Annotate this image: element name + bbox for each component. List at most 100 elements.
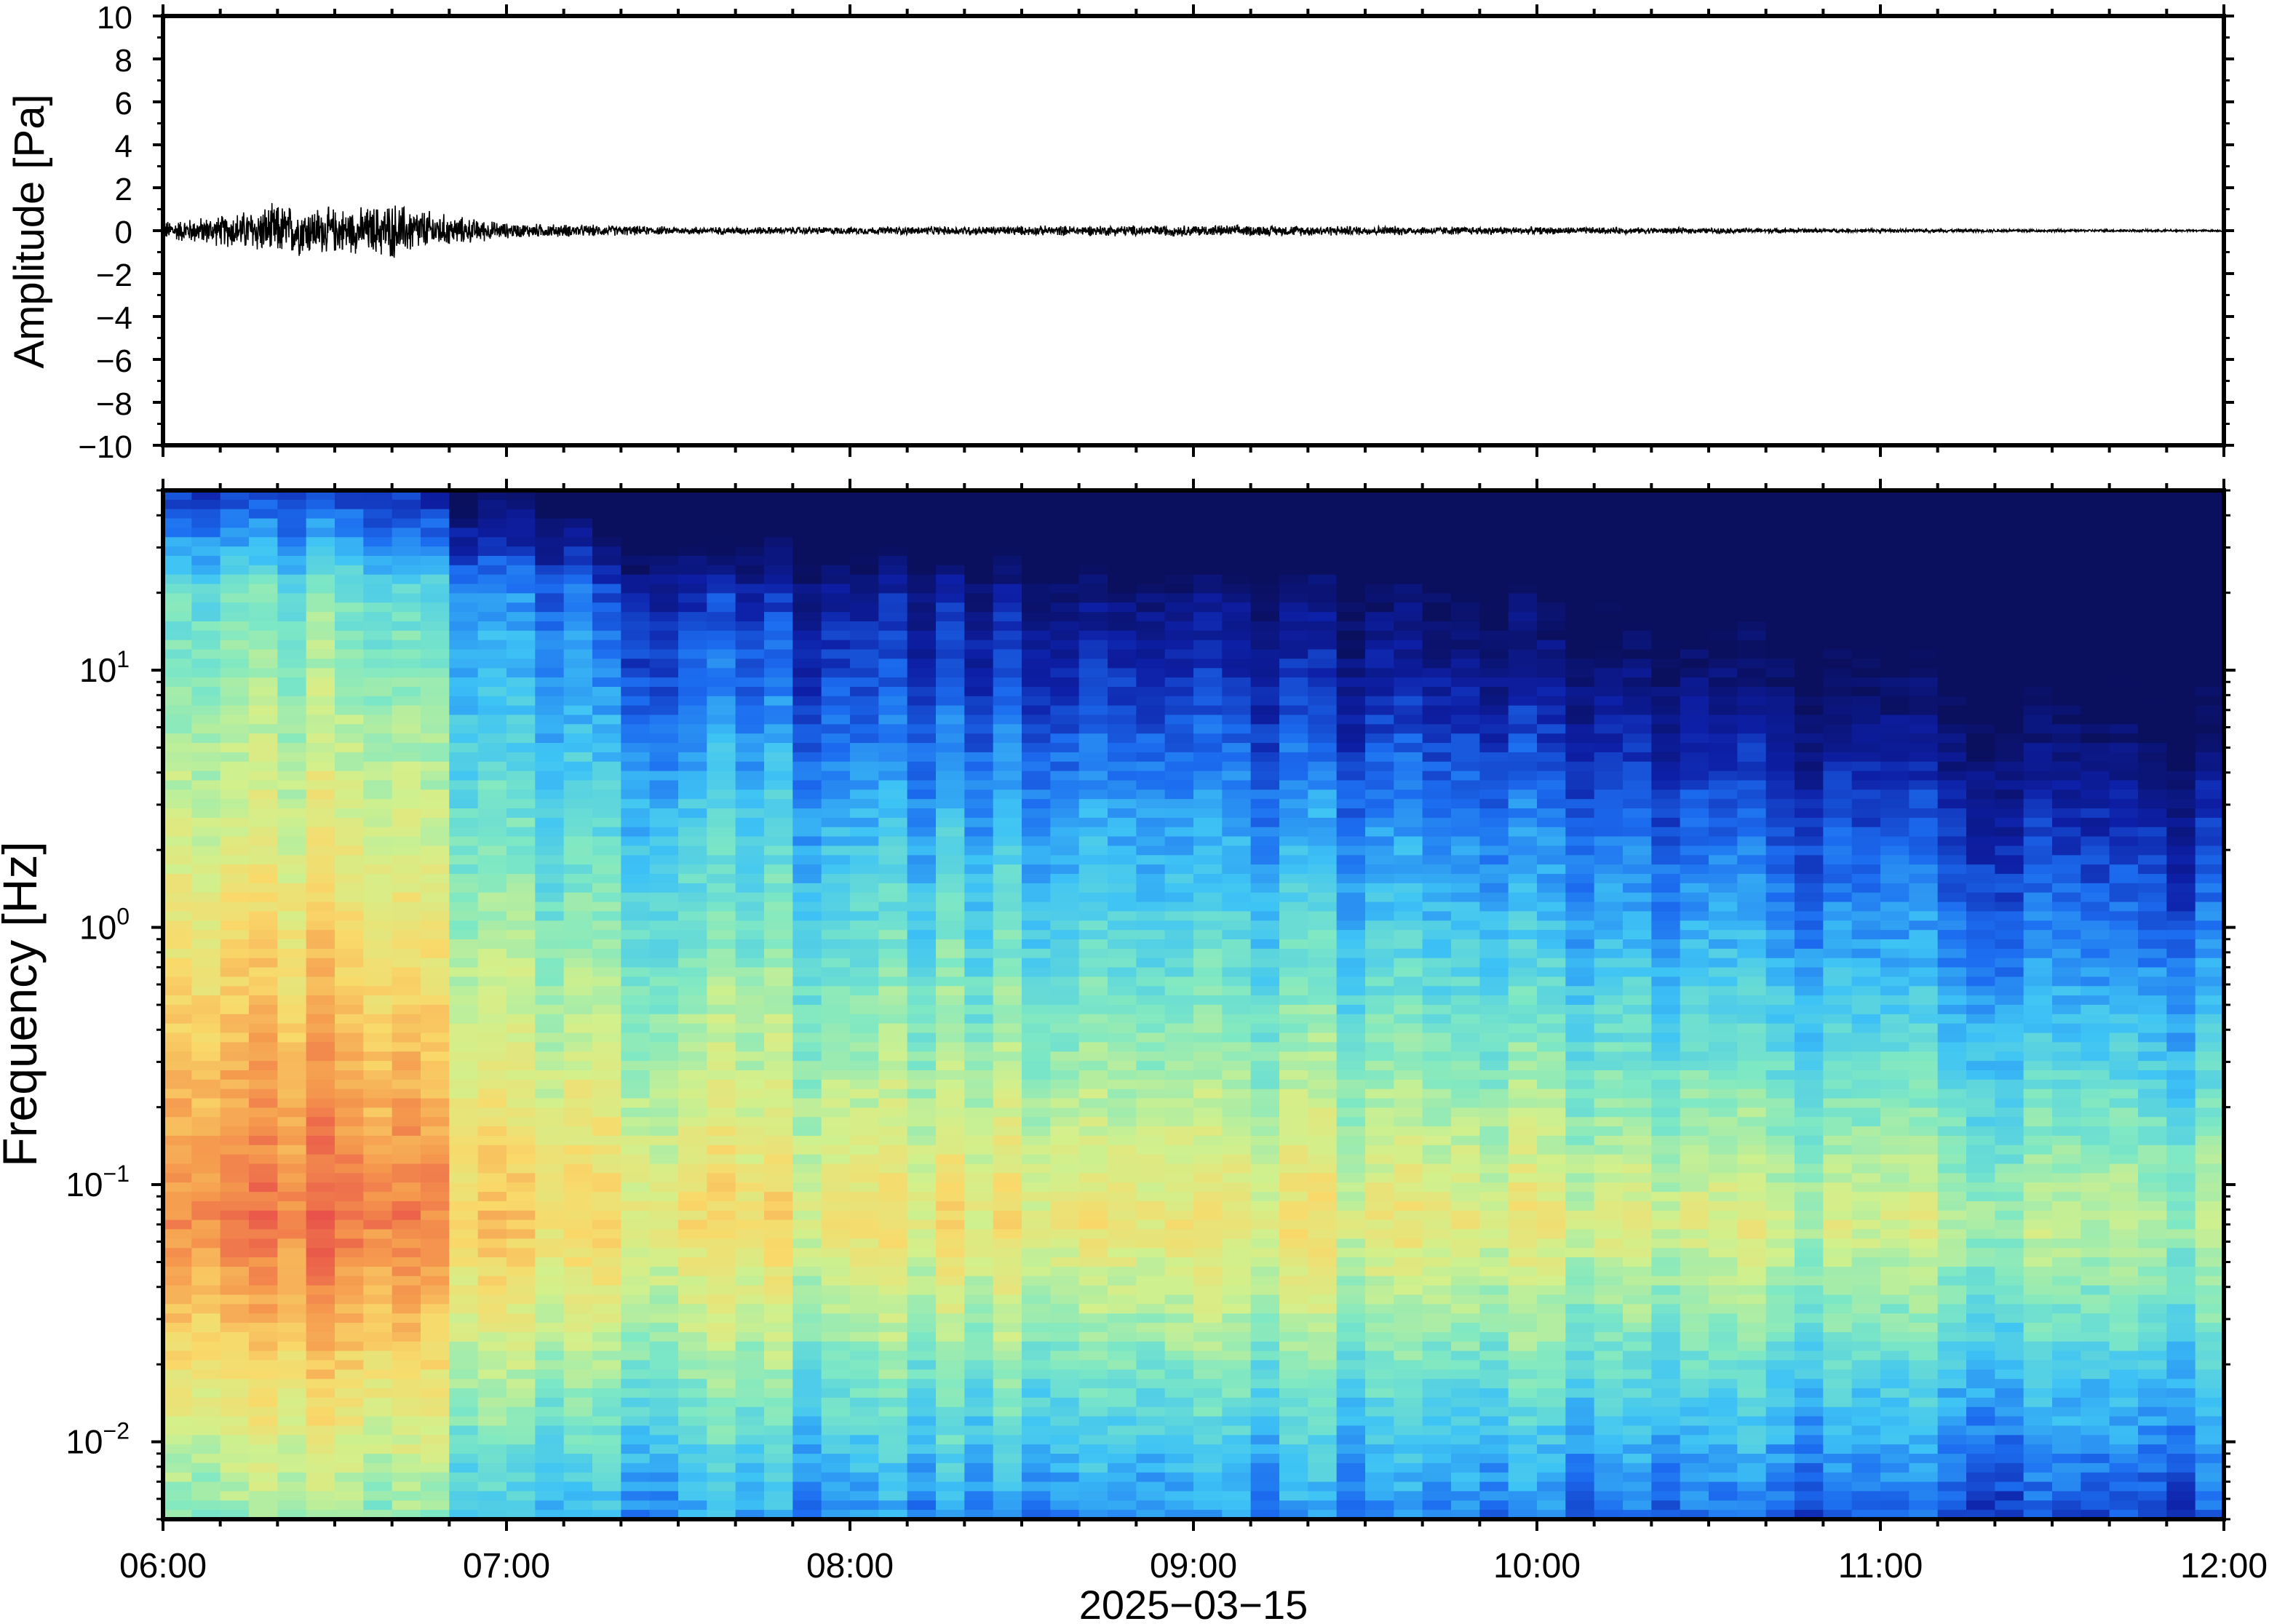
spectrogram-cell xyxy=(506,1219,536,1230)
spectrogram-cell xyxy=(621,1219,651,1230)
spectrogram-cell xyxy=(1022,715,1052,725)
spectrogram-cell xyxy=(1250,1257,1280,1267)
spectrogram-cell xyxy=(678,1341,708,1352)
spectrogram-cell xyxy=(220,1472,250,1483)
spectrogram-cell xyxy=(707,1154,736,1165)
spectrogram-cell xyxy=(1078,1032,1108,1043)
spectrogram-cell xyxy=(592,761,622,772)
spectrogram-cell xyxy=(1365,630,1395,641)
spectrogram-cell xyxy=(1050,1107,1080,1118)
spectrogram-cell xyxy=(1365,1406,1395,1417)
spectrogram-cell xyxy=(1279,1219,1309,1230)
spectrogram-cell xyxy=(220,948,250,959)
spectrogram-cell xyxy=(1078,1454,1108,1464)
spectrogram-cell xyxy=(621,855,651,865)
spectrogram-cell xyxy=(1164,490,1194,501)
spectrogram-cell xyxy=(964,911,994,922)
spectrogram-cell xyxy=(735,771,765,781)
spectrogram-cell xyxy=(1193,602,1223,613)
spectrogram-cell xyxy=(249,743,279,753)
spectrogram-cell xyxy=(850,1107,880,1118)
spectrogram-cell xyxy=(1050,715,1080,725)
spectrogram-cell xyxy=(477,1079,507,1090)
spectrogram-cell xyxy=(563,621,593,632)
spectrogram-cell xyxy=(449,612,479,622)
spectrogram-cell xyxy=(592,976,622,987)
spectrogram-cell xyxy=(993,724,1022,735)
spectrogram-cell xyxy=(1078,958,1108,968)
spectrogram-cell xyxy=(249,518,279,529)
spectrogram-cell xyxy=(506,1229,536,1240)
spectrogram-cell xyxy=(1279,1416,1309,1427)
spectrogram-cell xyxy=(1336,1275,1366,1286)
spectrogram-cell xyxy=(535,1042,565,1053)
spectrogram-cell xyxy=(249,1107,279,1118)
spectrogram-cell xyxy=(1108,845,1137,856)
spectrogram-cell xyxy=(1250,1051,1280,1062)
spectrogram-cell xyxy=(993,995,1022,1006)
spectrogram-cell xyxy=(993,939,1022,950)
spectrogram-cell xyxy=(563,752,593,763)
spectrogram-cell xyxy=(449,1201,479,1211)
spectrogram-cell xyxy=(535,1500,565,1510)
spectrogram-cell xyxy=(1250,930,1280,940)
spectrogram-cell xyxy=(563,1332,593,1342)
spectrogram-cell xyxy=(449,621,479,632)
spectrogram-cell xyxy=(936,864,966,875)
spectrogram-cell xyxy=(621,1042,651,1053)
spectrogram-cell xyxy=(735,1192,765,1202)
spectrogram-cell xyxy=(621,1332,651,1342)
spectrogram-cell xyxy=(1164,1481,1194,1492)
spectrogram-cell xyxy=(1365,715,1395,725)
spectrogram-cell xyxy=(277,546,307,557)
spectrogram-cell xyxy=(621,799,651,809)
spectrogram-cell xyxy=(1336,892,1366,903)
spectrogram-cell xyxy=(506,677,536,688)
spectrogram-cell xyxy=(421,593,450,604)
spectrogram-cell xyxy=(249,771,279,781)
spectrogram-cell xyxy=(1250,555,1280,566)
spectrogram-cell xyxy=(1193,1248,1223,1258)
spectrogram-cell xyxy=(1136,1192,1166,1202)
spectrogram-cell xyxy=(1250,1061,1280,1071)
spectrogram-cell xyxy=(249,584,279,594)
spectrogram-cell xyxy=(1365,1388,1395,1398)
spectrogram-cell xyxy=(1136,1266,1166,1277)
spectrogram-cell xyxy=(821,1462,851,1473)
spectrogram-cell xyxy=(392,1500,421,1510)
spectrogram-cell xyxy=(1078,1145,1108,1155)
spectrogram-cell xyxy=(707,677,736,688)
spectrogram-cell xyxy=(191,901,221,912)
spectrogram-cell xyxy=(964,1135,994,1146)
spectrogram-cell xyxy=(506,546,536,557)
spectrogram-cell xyxy=(878,1425,908,1436)
spectrogram-cell xyxy=(535,948,565,959)
spectrogram-cell xyxy=(535,1005,565,1015)
spectrogram-cell xyxy=(363,1285,393,1296)
spectrogram-cell xyxy=(1078,1248,1108,1258)
spectrogram-cell xyxy=(220,883,250,893)
spectrogram-cell xyxy=(964,1117,994,1127)
spectrogram-cell xyxy=(449,1369,479,1380)
spectrogram-cell xyxy=(1078,1182,1108,1193)
spectrogram-cell xyxy=(1394,1088,1423,1099)
spectrogram-cell xyxy=(306,1341,335,1352)
spectrogram-cell xyxy=(392,1163,421,1174)
spectrogram-cell xyxy=(421,986,450,996)
spectrogram-cell xyxy=(191,1088,221,1099)
spectrogram-cell xyxy=(1050,733,1080,744)
spectrogram-cell xyxy=(563,1042,593,1053)
spectrogram-cell xyxy=(678,1098,708,1109)
spectrogram-cell xyxy=(1193,1051,1223,1062)
spectrogram-cell xyxy=(1078,883,1108,893)
spectrogram-cell xyxy=(535,621,565,632)
spectrogram-cell xyxy=(936,808,966,819)
spectrogram-cell xyxy=(792,528,822,538)
spectrogram-cell xyxy=(1222,1201,1252,1211)
spectrogram-cell xyxy=(621,1294,651,1305)
spectrogram-cell xyxy=(964,1285,994,1296)
spectrogram-cell xyxy=(392,1219,421,1230)
spectrogram-cell xyxy=(1250,1491,1280,1502)
spectrogram-cell xyxy=(878,584,908,594)
